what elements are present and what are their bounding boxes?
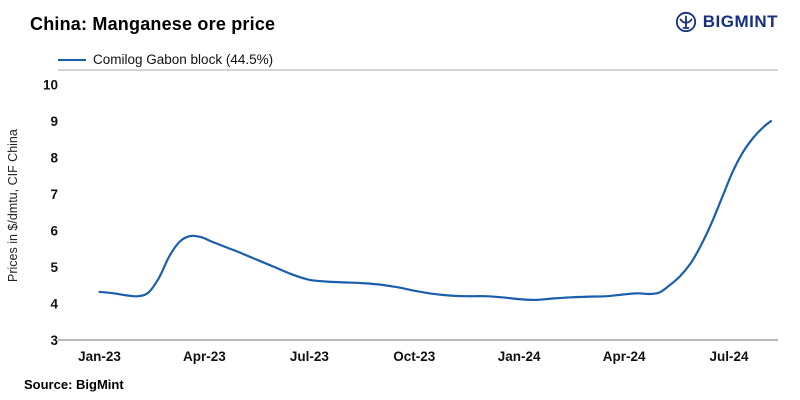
x-tick-label: Apr-24 bbox=[603, 349, 646, 364]
x-tick-label: Jul-23 bbox=[290, 349, 330, 364]
y-tick-label: 5 bbox=[50, 260, 58, 275]
x-tick-label: Jul-24 bbox=[710, 349, 750, 364]
source-note: Source: BigMint bbox=[24, 377, 124, 392]
y-tick-label: 9 bbox=[50, 114, 58, 129]
chart-legend: Comilog Gabon block (44.5%) bbox=[58, 52, 273, 67]
legend-line-swatch bbox=[58, 58, 86, 61]
y-axis-title: Prices in $/dmtu, CIF China bbox=[6, 129, 20, 283]
x-tick-label: Jan-24 bbox=[498, 349, 541, 364]
x-tick-label: Jan-23 bbox=[78, 349, 121, 364]
y-tick-label: 4 bbox=[50, 297, 58, 312]
legend-label: Comilog Gabon block (44.5%) bbox=[93, 52, 274, 67]
y-tick-label: 10 bbox=[43, 78, 58, 93]
y-tick-label: 8 bbox=[50, 151, 58, 166]
x-tick-label: Oct-23 bbox=[393, 349, 436, 364]
bigmint-logo-icon bbox=[674, 10, 698, 34]
chart-title: China: Manganese ore price bbox=[30, 14, 276, 34]
y-tick-label: 3 bbox=[50, 333, 58, 348]
price-series-line bbox=[98, 120, 773, 302]
bigmint-logo: BIGMINT bbox=[674, 10, 778, 34]
bigmint-logo-text: BIGMINT bbox=[702, 12, 778, 31]
x-tick-label: Apr-23 bbox=[183, 349, 226, 364]
y-tick-label: 7 bbox=[50, 187, 58, 202]
y-tick-label: 6 bbox=[50, 224, 58, 239]
